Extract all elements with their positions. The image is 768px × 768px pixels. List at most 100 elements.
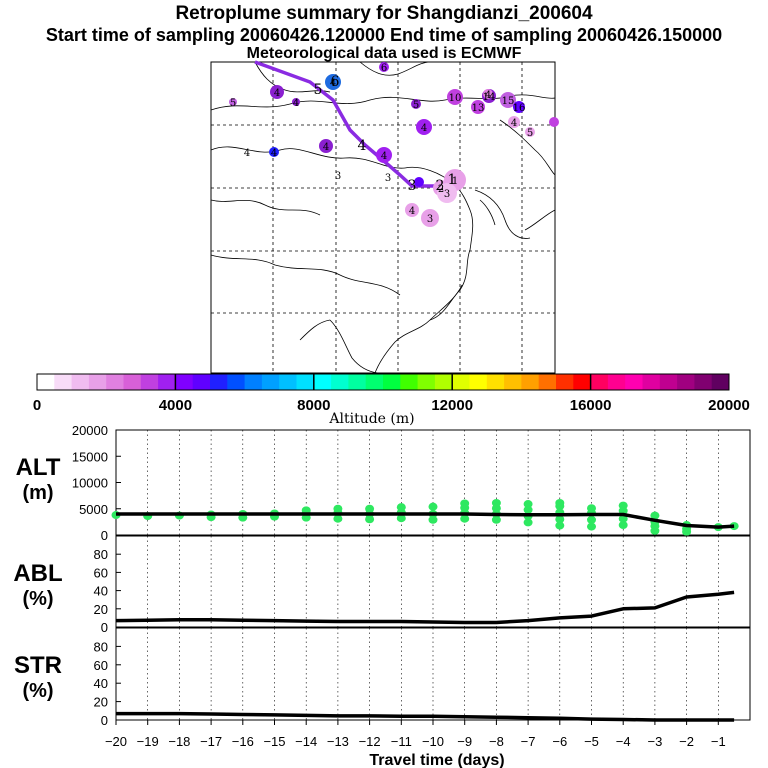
plume-bubble — [411, 99, 421, 109]
plume-bubble — [437, 183, 457, 203]
plume-bubble — [319, 139, 333, 153]
x-tick-label: −19 — [137, 734, 159, 749]
centroid-day-label: 3 — [408, 178, 417, 194]
alt-scatter-point — [396, 514, 406, 523]
colorbar-frame — [36, 373, 730, 391]
x-tick-label: −1 — [711, 734, 726, 749]
map-day-label: 4 — [381, 151, 387, 162]
str-ylabel-unit: (%) — [22, 680, 53, 702]
colorbar-tick-label: 20000 — [708, 397, 750, 414]
met-data-note: Meteorological data used is ECMWF — [246, 45, 522, 62]
colorbar-tick-label: 8000 — [297, 397, 330, 414]
colorbar-swatch — [365, 374, 384, 390]
alt-ytick-label: 5000 — [79, 502, 108, 517]
map-day-label: 15 — [502, 96, 515, 107]
colorbar-swatch — [504, 374, 522, 390]
colorbar-swatch — [659, 374, 678, 390]
x-tick-label: −10 — [422, 734, 444, 749]
x-tick-label: −8 — [489, 734, 504, 749]
alt-scatter-point — [460, 499, 470, 508]
colorbar-swatch — [140, 374, 159, 390]
alt-scatter-point — [729, 522, 739, 531]
colorbar-tick-label: 0 — [33, 397, 41, 414]
alt-scatter-point — [333, 514, 343, 523]
abl-series-line — [115, 590, 735, 625]
colorbar-swatch — [88, 374, 107, 390]
x-tick-label: −6 — [552, 734, 567, 749]
map-day-label: 4 — [244, 148, 250, 159]
map-day-label: 14 — [483, 92, 496, 103]
map-day-label: 13 — [472, 103, 485, 114]
abl-ytick-label: 60 — [94, 565, 108, 580]
map-day-label: 4 — [511, 118, 517, 129]
colorbar-swatch — [677, 374, 695, 390]
map-day-label: 5 — [527, 128, 533, 139]
colorbar-tick-label: 4000 — [159, 397, 192, 414]
colorbar-swatch — [434, 374, 453, 390]
colorbar-swatch — [452, 374, 470, 390]
str-series-line — [116, 711, 735, 722]
alt-scatter-point — [618, 514, 628, 523]
colorbar-swatch — [37, 374, 55, 390]
centroid-day-label: 1 — [448, 172, 457, 188]
colorbar-swatch — [694, 374, 713, 390]
plume-bubble — [269, 147, 279, 157]
map-day-label: 5 — [230, 98, 236, 109]
map-day-label: 1 — [452, 176, 458, 187]
map-boundary — [524, 209, 556, 231]
colorbar-swatch — [313, 374, 332, 390]
colorbar-tick-label: 12000 — [431, 397, 473, 414]
plume-bubble — [379, 62, 389, 72]
x-tick-label: −20 — [105, 734, 127, 749]
map-boundary — [499, 119, 556, 176]
map-day-label: 4 — [274, 88, 280, 99]
x-tick-label: −11 — [391, 734, 412, 749]
str-ytick-label: 40 — [94, 676, 108, 691]
colorbar-swatch — [106, 374, 124, 390]
alt-scatter-point — [523, 518, 533, 527]
map-day-label: 3 — [335, 171, 341, 182]
time-series-panels: 05000100001500020000ALT(m)020406080ABL(%… — [13, 423, 751, 768]
alt-scatter-point — [491, 515, 501, 524]
map-day-label: 2 — [438, 184, 444, 195]
map-boundary — [474, 189, 531, 239]
plume-bubble — [525, 127, 535, 137]
colorbar-swatch — [642, 374, 661, 390]
colorbar-swatch — [244, 374, 263, 390]
x-tick-label: −4 — [616, 734, 631, 749]
alt-scatter-point — [428, 502, 438, 511]
map-day-label: 4 — [330, 78, 336, 89]
map-day-label: 3 — [385, 173, 391, 184]
plume-bubble — [508, 116, 520, 128]
colorbar-swatch — [711, 374, 730, 390]
alt-scatter-point — [333, 504, 343, 513]
map-day-label: 5 — [413, 100, 419, 111]
plume-bubble — [416, 119, 432, 135]
colorbar-swatch — [521, 374, 540, 390]
alt-scatter-point — [650, 511, 660, 520]
map-boundary — [210, 199, 321, 216]
plume-bubble — [447, 89, 463, 105]
alt-series-line — [116, 512, 735, 529]
colorbar-swatch — [417, 374, 436, 390]
centroid-day-label: 6 — [331, 74, 340, 90]
colorbar-swatch — [296, 374, 315, 390]
alt-scatter-point — [365, 504, 375, 513]
alt-scatter-point — [523, 505, 533, 514]
colorbar-swatch — [556, 374, 574, 390]
abl-ytick-label: 40 — [94, 584, 108, 599]
map-boundary — [210, 146, 406, 169]
sampling-times: Start time of sampling 20060426.120000 E… — [45, 25, 723, 45]
abl-ytick-label: 80 — [94, 547, 108, 562]
alt-ytick-label: 15000 — [72, 449, 108, 464]
alt-scatter-point — [555, 515, 565, 524]
colorbar-swatch — [625, 374, 643, 390]
plume-bubble — [229, 98, 237, 106]
plume-bubble — [376, 147, 392, 163]
colorbar-swatch — [54, 374, 73, 390]
plume-bubble — [292, 98, 300, 106]
colorbar-swatch — [227, 374, 246, 390]
plume-bubble — [549, 117, 559, 127]
alt-scatter-point — [523, 500, 533, 509]
